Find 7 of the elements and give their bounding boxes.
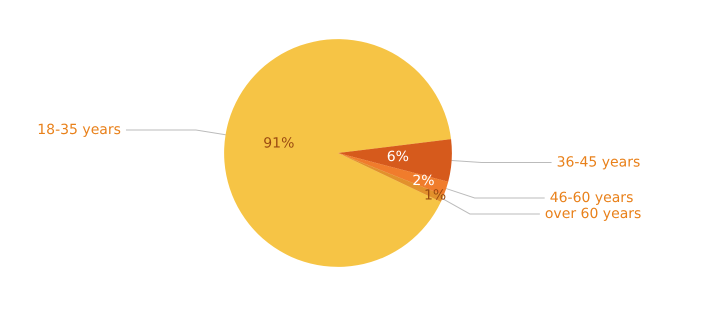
data-label: 91% (263, 135, 294, 152)
slice-label: over 60 years (544, 206, 642, 222)
data-label: 6% (386, 148, 409, 165)
data-label: 2% (412, 173, 435, 190)
slice-label: 36-45 years (556, 154, 640, 171)
slice-label: 18-35 years (37, 122, 121, 138)
slice-label: 46-60 years (550, 190, 634, 206)
